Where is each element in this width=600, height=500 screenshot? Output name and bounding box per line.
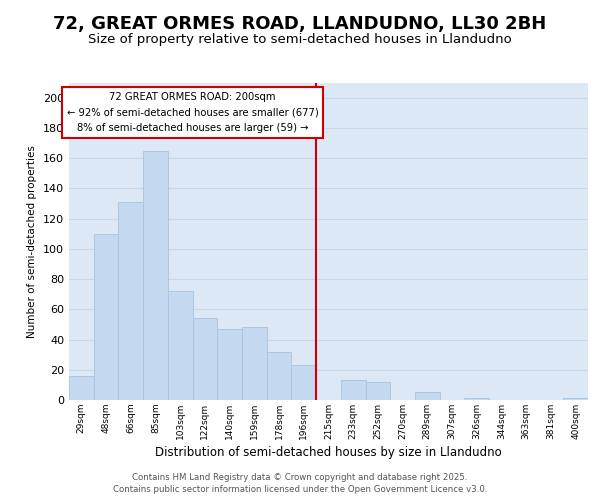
Bar: [563, 398, 588, 400]
Bar: [267, 352, 292, 400]
Bar: [94, 234, 118, 400]
Bar: [143, 150, 168, 400]
Text: Size of property relative to semi-detached houses in Llandudno: Size of property relative to semi-detach…: [88, 32, 512, 46]
Bar: [365, 382, 390, 400]
Text: Contains public sector information licensed under the Open Government Licence v3: Contains public sector information licen…: [113, 485, 487, 494]
Bar: [217, 329, 242, 400]
Text: Contains HM Land Registry data © Crown copyright and database right 2025.: Contains HM Land Registry data © Crown c…: [132, 472, 468, 482]
Bar: [242, 328, 267, 400]
Bar: [193, 318, 217, 400]
Bar: [464, 398, 489, 400]
Bar: [118, 202, 143, 400]
Bar: [292, 365, 316, 400]
Bar: [168, 291, 193, 400]
Bar: [415, 392, 440, 400]
X-axis label: Distribution of semi-detached houses by size in Llandudno: Distribution of semi-detached houses by …: [155, 446, 502, 459]
Y-axis label: Number of semi-detached properties: Number of semi-detached properties: [28, 145, 37, 338]
Text: 72 GREAT ORMES ROAD: 200sqm
← 92% of semi-detached houses are smaller (677)
8% o: 72 GREAT ORMES ROAD: 200sqm ← 92% of sem…: [67, 92, 319, 133]
Text: 72, GREAT ORMES ROAD, LLANDUDNO, LL30 2BH: 72, GREAT ORMES ROAD, LLANDUDNO, LL30 2B…: [53, 15, 547, 33]
Bar: [341, 380, 365, 400]
Bar: [69, 376, 94, 400]
